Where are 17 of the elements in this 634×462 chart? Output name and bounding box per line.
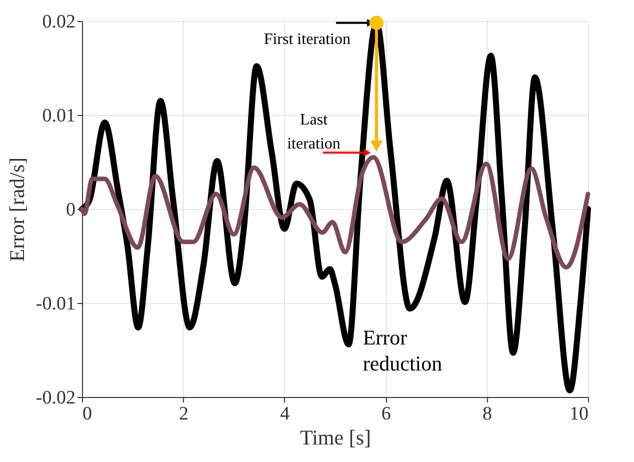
x-tick-label: 8 — [482, 404, 492, 424]
x-tick-label: 10 — [570, 404, 588, 424]
y-tick-label: 0.01 — [42, 106, 76, 126]
x-axis-title: Time [s] — [300, 426, 371, 450]
line-series — [80, 155, 590, 270]
x-tick-label: 2 — [178, 404, 188, 424]
annotation: First iteration — [264, 30, 350, 48]
annotation: Last iteration — [287, 112, 340, 153]
x-tick-label: 6 — [381, 404, 391, 424]
y-tick-label: -0.01 — [36, 294, 76, 314]
y-tick-label: 0.02 — [42, 12, 76, 32]
annotation: Error reduction — [362, 325, 443, 376]
y-tick-label: -0.02 — [36, 388, 76, 408]
y-tick-label: 0 — [66, 200, 76, 220]
x-tick-label: 0 — [82, 404, 92, 424]
y-axis-title: Error [rad/s] — [4, 157, 29, 262]
x-tick-label: 4 — [280, 404, 290, 424]
